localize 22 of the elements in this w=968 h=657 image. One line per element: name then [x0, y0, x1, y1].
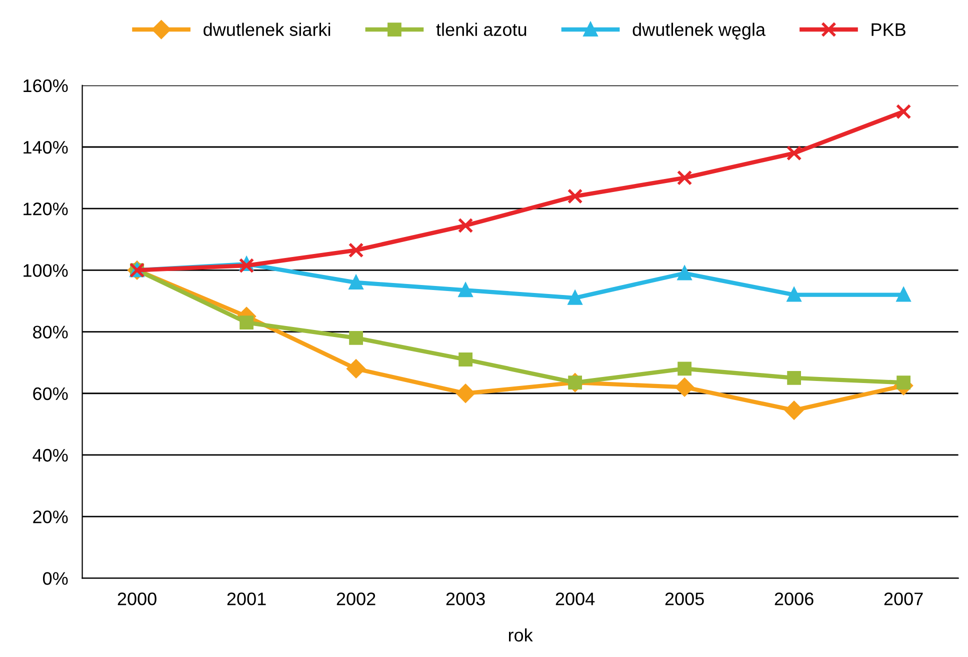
x-tick-label: 2003: [446, 592, 485, 606]
x-tick-label: 2007: [884, 592, 923, 606]
legend-label: tlenki azotu: [436, 22, 526, 36]
y-tick-label: 140%: [24, 140, 68, 154]
y-tick-label: 0%: [43, 572, 68, 585]
legend-label: dwutlenek siarki: [204, 22, 330, 36]
y-tick-label: 160%: [24, 79, 68, 92]
legend-label: PKB: [872, 23, 906, 36]
legend-label: dwutlenek węgla: [632, 22, 766, 40]
x-tick-label: 2006: [774, 592, 814, 606]
y-tick-label: 40%: [32, 448, 68, 462]
y-tick-label: 100%: [24, 264, 68, 277]
x-tick-label: 2000: [118, 592, 156, 606]
y-tick-label: 80%: [33, 326, 68, 339]
y-tick-label: 120%: [24, 202, 68, 216]
x-axis-title: rok: [508, 628, 533, 642]
x-tick-label: 2005: [665, 592, 704, 606]
y-tick-label: 60%: [33, 387, 68, 400]
x-tick-label: 2004: [556, 592, 595, 606]
x-tick-label: 2001: [227, 592, 266, 606]
y-tick-label: 20%: [33, 510, 68, 524]
x-tick-label: 2002: [336, 592, 376, 606]
